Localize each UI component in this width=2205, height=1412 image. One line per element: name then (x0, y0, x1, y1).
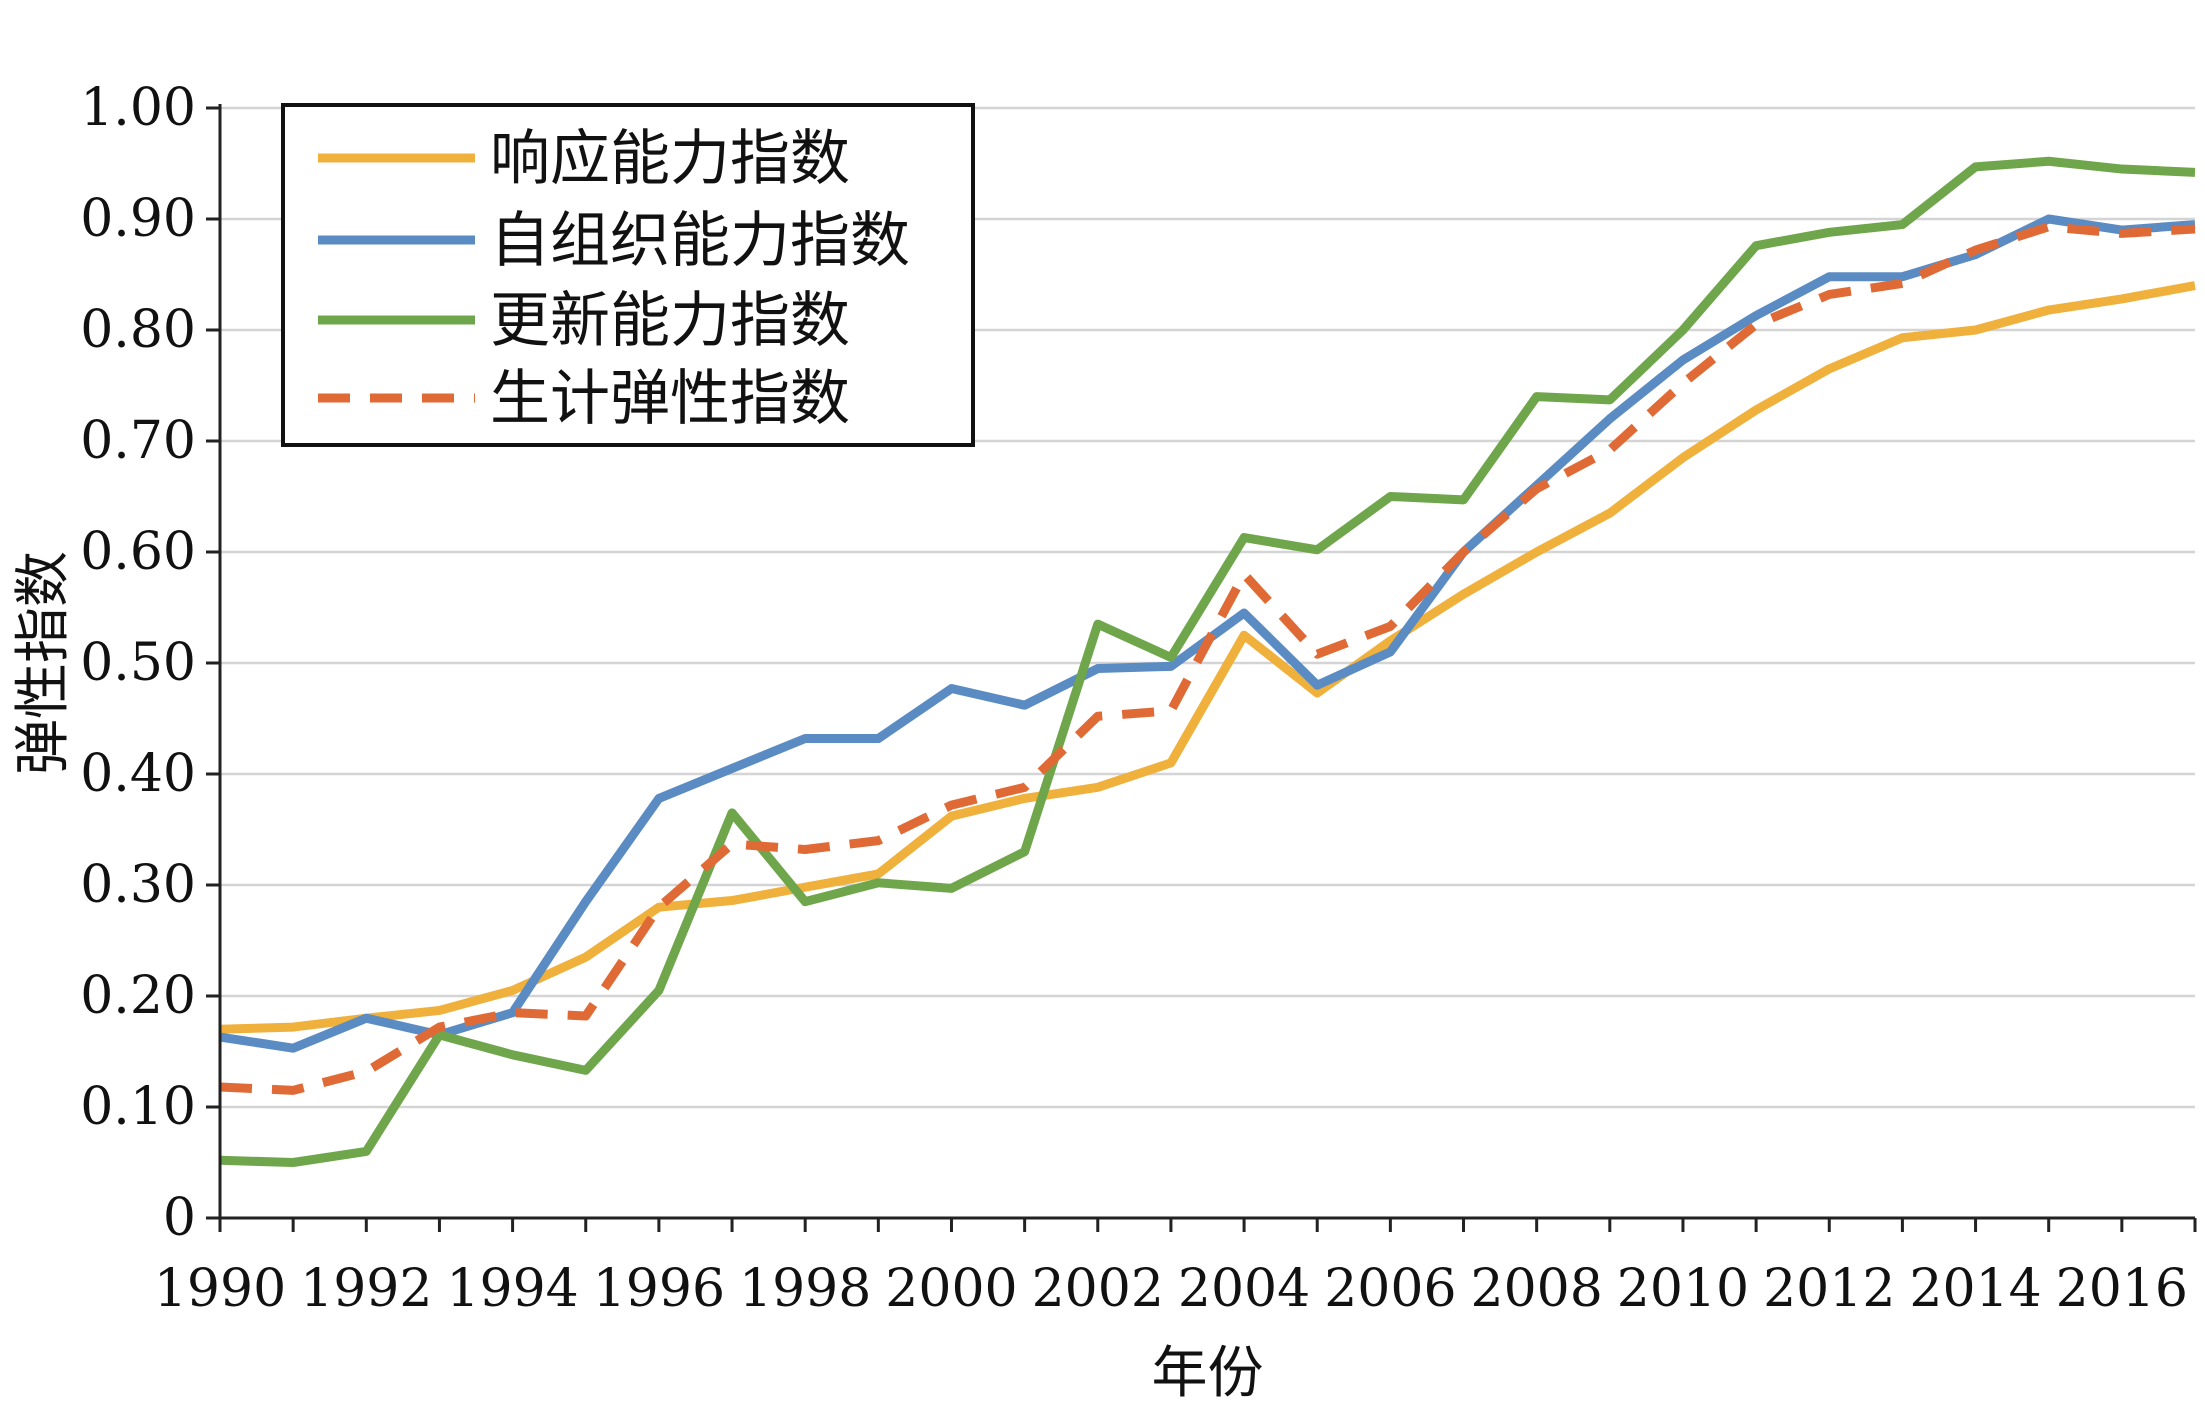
x-axis-ticks: 1990 1992 1994 1996 1998 2000 2002 2004 2006 2008… (154, 1218, 2197, 1319)
series-line (219, 281, 2196, 1034)
y-tick-label: 0.50 (80, 633, 196, 693)
y-tick-label: 0.20 (80, 966, 196, 1026)
x-tick-label: 1992 (300, 1259, 432, 1319)
x-tick-label: 2014 (1909, 1259, 2041, 1319)
series-line (219, 156, 2196, 1167)
series-line (219, 222, 2196, 1095)
legend-label: 响应能力指数 (490, 124, 850, 194)
legend-label: 生计弹性指数 (490, 364, 850, 434)
y-tick-label: 0.30 (80, 855, 196, 915)
legend-label: 更新能力指数 (490, 286, 850, 356)
y-tick-label: 0.10 (80, 1077, 196, 1137)
x-tick-label: 2012 (1763, 1259, 1895, 1319)
x-tick-label: 2006 (1324, 1259, 1456, 1319)
y-tick-label: 0.40 (80, 744, 196, 804)
x-tick-label: 1998 (739, 1259, 871, 1319)
series-1 (219, 281, 2196, 1034)
series-lines (219, 156, 2196, 1167)
y-tick-label: 0.90 (80, 189, 196, 249)
y-axis-title: 弹性指数 (11, 551, 76, 775)
x-tick-label: 1990 (154, 1259, 286, 1319)
y-axis-ticks: 0 0.10 0.20 0.30 0.40 0.50 0.60 0.70 0.80 0.90 1.0… (80, 78, 220, 1248)
series-4 (219, 222, 2196, 1095)
x-tick-label: 2008 (1470, 1259, 1602, 1319)
x-axis-title: 年份 (1152, 1341, 1264, 1406)
x-tick-label: 2000 (885, 1259, 1017, 1319)
y-tick-label: 0 (163, 1188, 196, 1248)
x-tick-label: 1994 (446, 1259, 578, 1319)
x-tick-label: 1996 (593, 1259, 725, 1319)
y-tick-label: 0.80 (80, 300, 196, 360)
x-tick-label: 2002 (1032, 1259, 1164, 1319)
y-tick-label: 0.60 (80, 522, 196, 582)
x-tick-label: 2010 (1617, 1259, 1749, 1319)
y-tick-label: 1.00 (80, 78, 196, 138)
series-3 (219, 156, 2196, 1167)
x-tick-label: 2004 (1178, 1259, 1310, 1319)
x-tick-label: 2016 (2056, 1259, 2188, 1319)
legend-label: 自组织能力指数 (490, 206, 910, 276)
y-tick-label: 0.70 (80, 411, 196, 471)
